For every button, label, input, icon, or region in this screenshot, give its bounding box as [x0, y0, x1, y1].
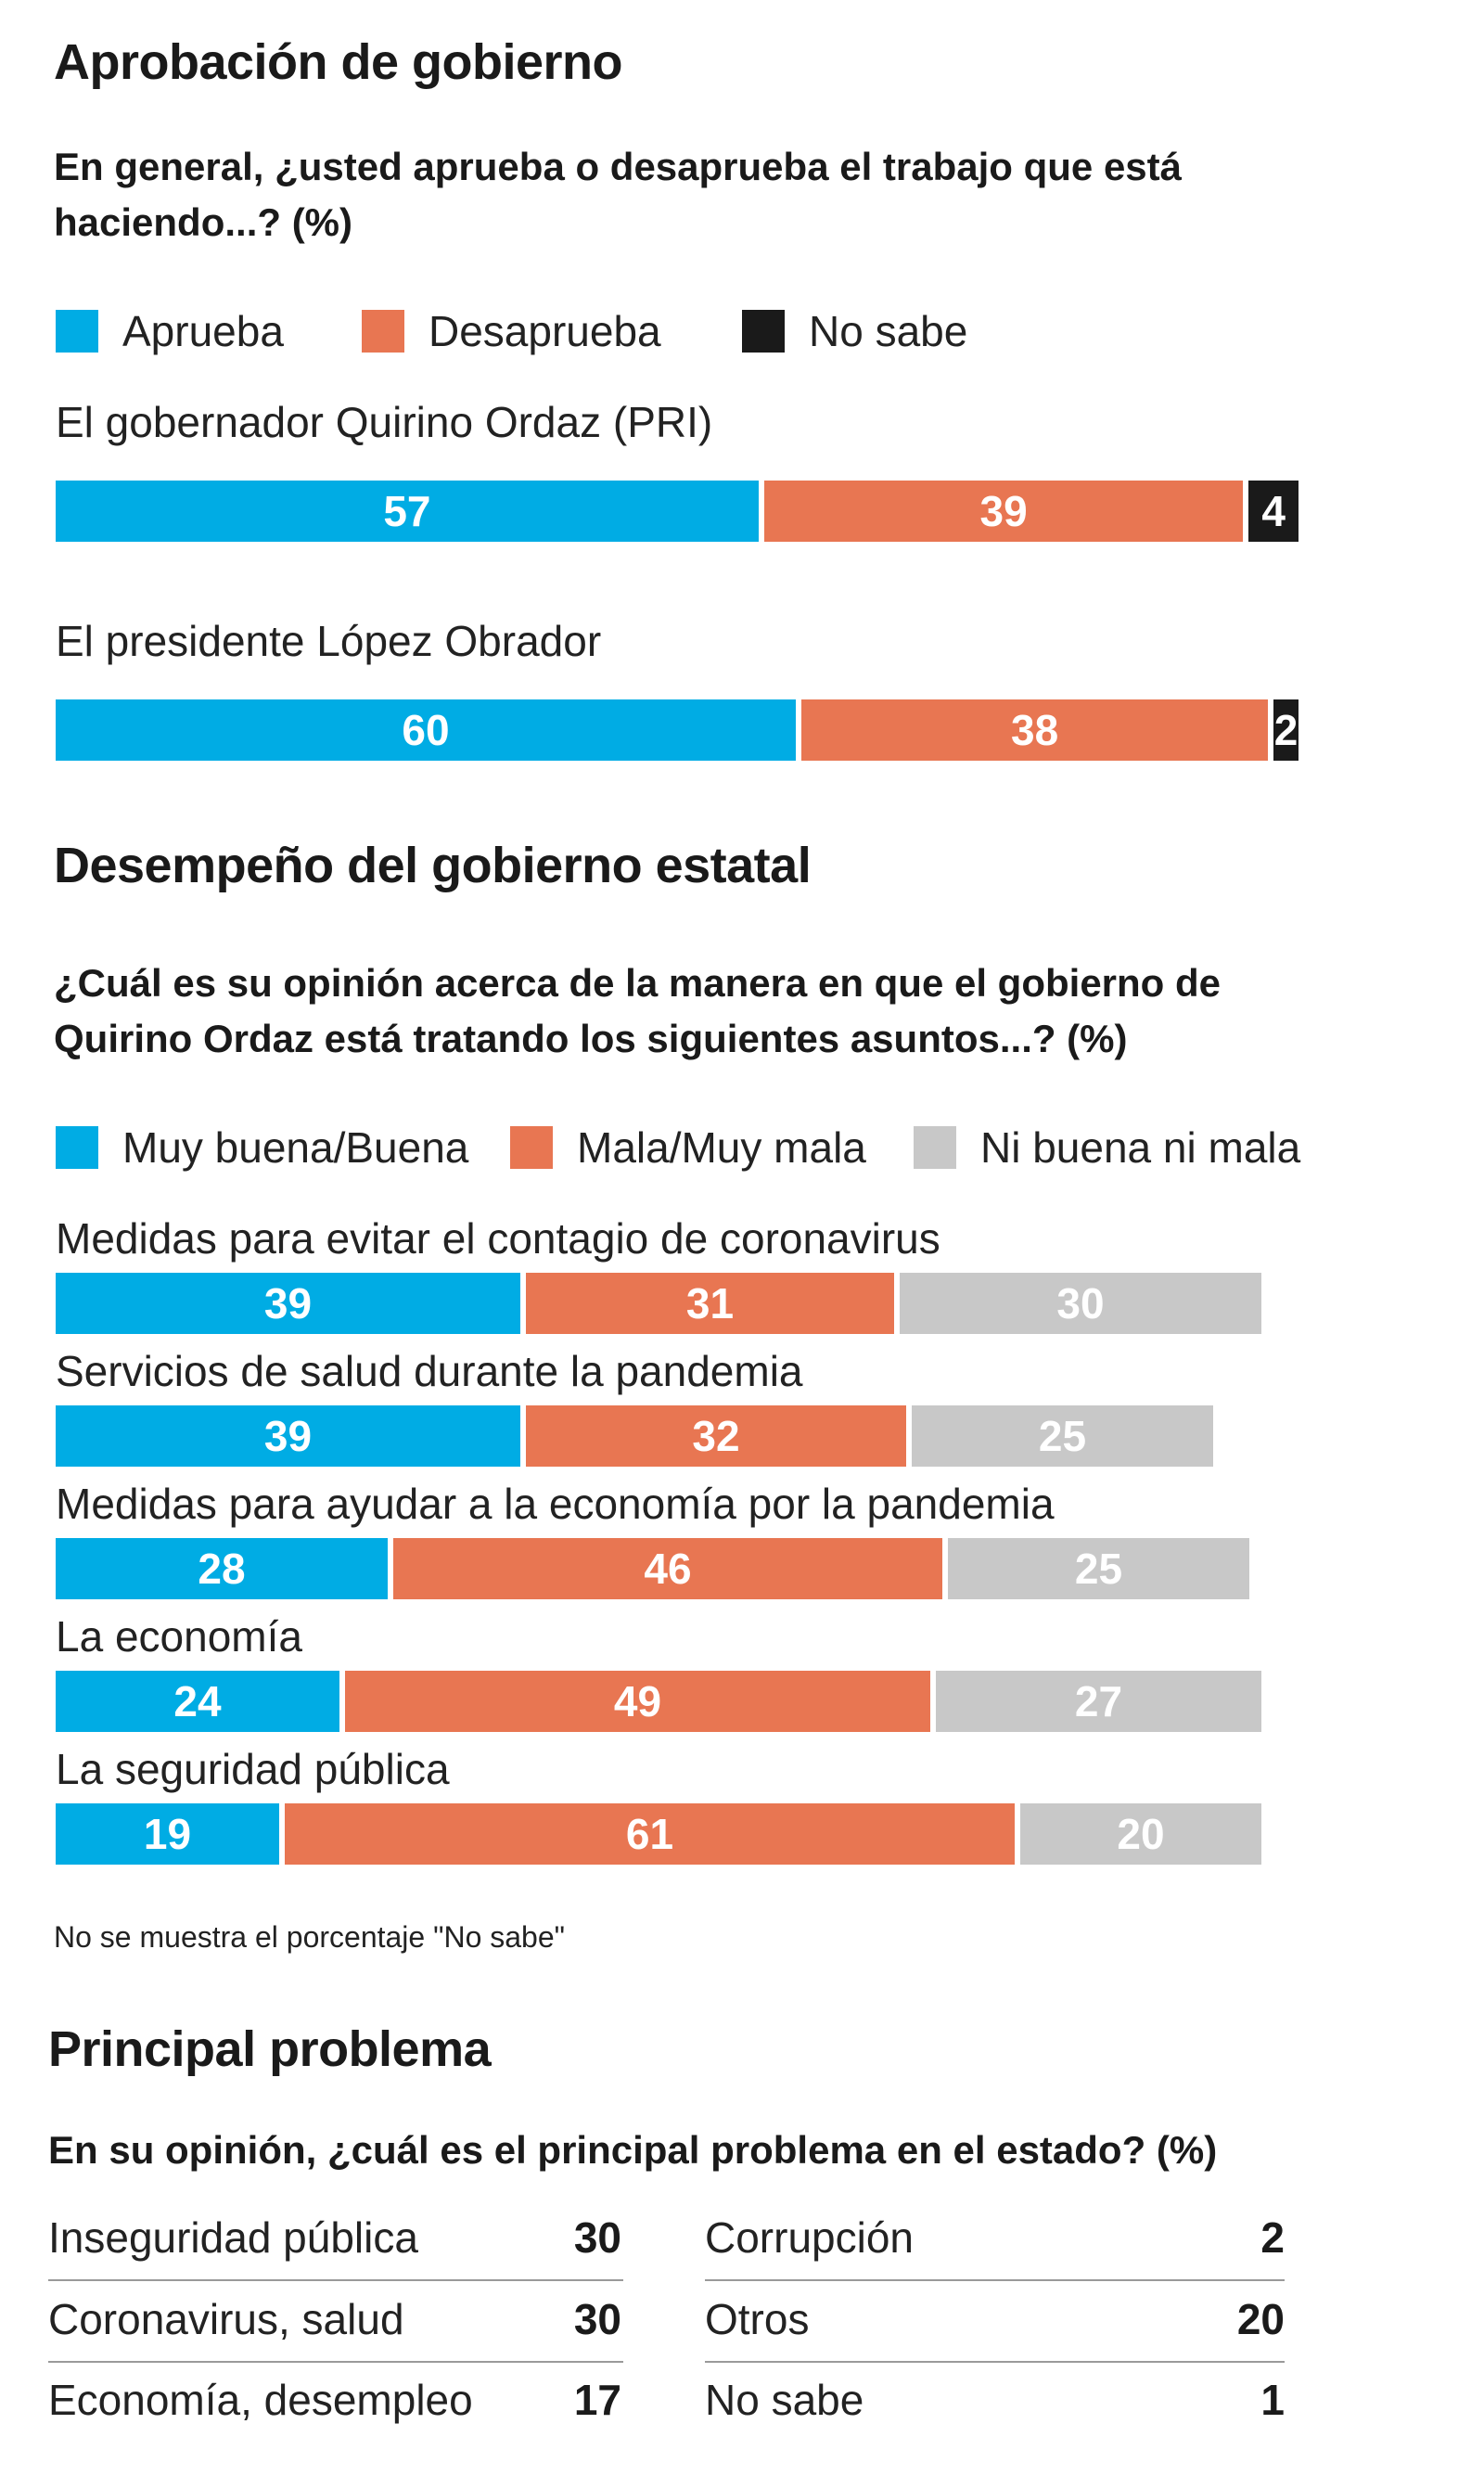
- legend-swatch: [914, 1126, 956, 1169]
- legend-item-desaprueba: Desaprueba: [362, 306, 661, 356]
- data-label: 39: [979, 487, 1028, 535]
- row-divider: [48, 2279, 623, 2281]
- question-desempeno: ¿Cuál es su opinión acerca de la manera …: [54, 961, 1222, 1060]
- bar-segment-muy-buena-buena: 39: [56, 1405, 520, 1467]
- data-label: 46: [644, 1545, 692, 1593]
- question-problema: En su opinión, ¿cuál es el principal pro…: [48, 2128, 1218, 2172]
- data-label: 60: [402, 706, 450, 754]
- legend-swatch: [56, 310, 98, 353]
- row-label: Medidas para evitar el contagio de coron…: [56, 1214, 940, 1263]
- stacked-bar-el-presidente-lopez-obrador: 60 38 2: [56, 699, 1298, 761]
- legend-swatch: [510, 1126, 553, 1169]
- footnote: No se muestra el porcentaje "No sabe": [54, 1920, 565, 1954]
- legend-label: Muy buena/Buena: [122, 1123, 469, 1172]
- problem-label-corrupcion: Corrupción: [705, 2213, 914, 2262]
- legend-swatch: [56, 1126, 98, 1169]
- data-label: 2: [1273, 706, 1298, 754]
- legend-item-ni-buena-ni-mala: Ni buena ni mala: [914, 1122, 1300, 1173]
- row-label: El presidente López Obrador: [56, 617, 602, 665]
- stacked-bar-la-economia: 24 49 27: [56, 1671, 1261, 1732]
- bar-segment-ni-buena-ni-mala: 20: [1020, 1803, 1261, 1865]
- bar-segment-aprueba: 60: [56, 699, 796, 761]
- problem-value: 30: [573, 2295, 621, 2343]
- data-label: 4: [1261, 487, 1286, 535]
- data-label: 19: [143, 1810, 192, 1858]
- problem-label-economia-desempleo: Economía, desempleo: [48, 2376, 473, 2424]
- row-divider: [48, 2361, 623, 2363]
- section-title-desempeno: Desempeño del gobierno estatal: [54, 838, 812, 893]
- legend-label: Aprueba: [122, 307, 284, 355]
- data-label: 32: [692, 1412, 740, 1460]
- problem-value: 1: [1260, 2376, 1285, 2424]
- data-label: 38: [1011, 706, 1059, 754]
- problem-value: 2: [1260, 2213, 1285, 2262]
- data-label: 24: [173, 1677, 222, 1725]
- row-label: El gobernador Quirino Ordaz (PRI): [56, 398, 713, 446]
- row-label: Servicios de salud durante la pandemia: [56, 1347, 803, 1395]
- bar-segment-mala-muy-mala: 46: [393, 1538, 942, 1599]
- data-label: 20: [1117, 1810, 1165, 1858]
- data-label: 61: [625, 1810, 674, 1858]
- row-label: La seguridad pública: [56, 1745, 450, 1793]
- data-label: 49: [613, 1677, 662, 1725]
- bar-segment-muy-buena-buena: 39: [56, 1273, 520, 1334]
- bar-segment-no-sabe: 4: [1248, 481, 1298, 542]
- bar-segment-mala-muy-mala: 49: [345, 1671, 930, 1732]
- row-divider: [705, 2279, 1285, 2281]
- data-label: 25: [1074, 1545, 1123, 1593]
- data-label: 39: [263, 1279, 313, 1327]
- bar-segment-desaprueba: 39: [763, 481, 1244, 542]
- legend-label: Desaprueba: [429, 307, 661, 355]
- question-aprobacion: En general, ¿usted aprueba o desaprueba …: [54, 145, 1183, 244]
- section-title-problema: Principal problema: [48, 2021, 492, 2077]
- data-label: 25: [1038, 1412, 1087, 1460]
- bar-segment-muy-buena-buena: 28: [56, 1538, 388, 1599]
- data-label: 39: [263, 1412, 313, 1460]
- legend-item-aprueba: Aprueba: [56, 306, 284, 356]
- legend-label: No sabe: [809, 307, 968, 355]
- stacked-bar-medidas-para-ayudar-a-la-economia-por-la-pandemia: 28 46 25: [56, 1538, 1261, 1599]
- bar-segment-ni-buena-ni-mala: 25: [912, 1405, 1213, 1467]
- legend-item-muy-buena-buena: Muy buena/Buena: [56, 1122, 468, 1173]
- bar-segment-desaprueba: 38: [801, 699, 1269, 761]
- data-label: 27: [1074, 1677, 1123, 1725]
- section-title-aprobacion: Aprobación de gobierno: [54, 34, 623, 90]
- bar-segment-ni-buena-ni-mala: 27: [936, 1671, 1261, 1732]
- bar-segment-no-sabe: 2: [1273, 699, 1298, 761]
- bar-segment-ni-buena-ni-mala: 30: [900, 1273, 1261, 1334]
- problem-value: 30: [573, 2213, 621, 2262]
- legend-label: Ni buena ni mala: [980, 1123, 1301, 1172]
- bar-segment-mala-muy-mala: 31: [526, 1273, 894, 1334]
- problem-value: 17: [573, 2376, 621, 2424]
- legend-swatch: [742, 310, 785, 353]
- data-label: 28: [198, 1545, 246, 1593]
- problem-label-coronavirus-salud: Coronavirus, salud: [48, 2295, 404, 2343]
- stacked-bar-medidas-para-evitar-el-contagio-de-coronavirus: 39 31 30: [56, 1273, 1261, 1334]
- problem-label-inseguridad-publica: Inseguridad pública: [48, 2213, 418, 2262]
- bar-segment-muy-buena-buena: 19: [56, 1803, 279, 1865]
- bar-segment-muy-buena-buena: 24: [56, 1671, 339, 1732]
- row-label: Medidas para ayudar a la economía por la…: [56, 1480, 1055, 1528]
- bar-segment-mala-muy-mala: 32: [526, 1405, 906, 1467]
- stacked-bar-servicios-de-salud-durante-la-pandemia: 39 32 25: [56, 1405, 1261, 1467]
- data-label: 31: [685, 1279, 735, 1327]
- bar-segment-aprueba: 57: [56, 481, 759, 542]
- problem-value: 20: [1236, 2295, 1285, 2343]
- data-label: 57: [383, 487, 431, 535]
- legend-swatch: [362, 310, 404, 353]
- bar-segment-ni-buena-ni-mala: 25: [948, 1538, 1249, 1599]
- data-label: 30: [1056, 1279, 1105, 1327]
- row-label: La economía: [56, 1612, 302, 1661]
- legend-label: Mala/Muy mala: [577, 1123, 866, 1172]
- stacked-bar-la-seguridad-publica: 19 61 20: [56, 1803, 1261, 1865]
- problem-label-otros: Otros: [705, 2295, 810, 2343]
- stacked-bar-el-gobernador-quirino-ordaz-pri: 57 39 4: [56, 481, 1298, 542]
- legend-item-no-sabe: No sabe: [742, 306, 967, 356]
- problem-label-no-sabe: No sabe: [705, 2376, 864, 2424]
- bar-segment-mala-muy-mala: 61: [285, 1803, 1015, 1865]
- legend-item-mala-muy-mala: Mala/Muy mala: [510, 1122, 866, 1173]
- row-divider: [705, 2361, 1285, 2363]
